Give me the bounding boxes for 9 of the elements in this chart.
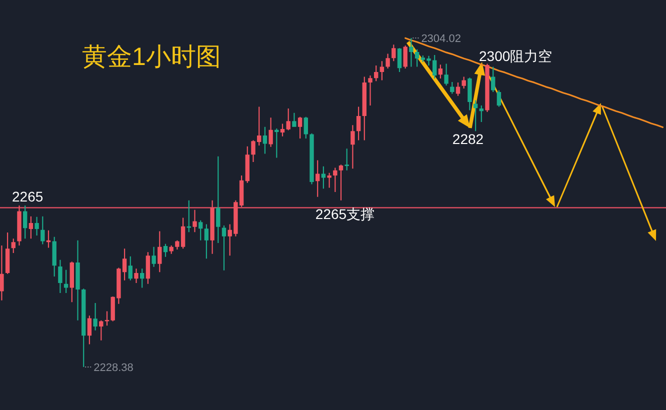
annotation: 2300阻力空: [479, 48, 552, 64]
annotation: 2282: [452, 131, 484, 147]
annotation: 2228.38: [94, 362, 134, 374]
ref-line-label: 2265: [12, 188, 44, 205]
title: 黄金1小时图: [82, 43, 221, 71]
annotation: 2265支撑: [315, 206, 375, 222]
annotation: 2228.38: [84, 362, 134, 374]
annotation: 2304.02: [421, 33, 461, 45]
annotation: 2304.02: [412, 33, 461, 45]
